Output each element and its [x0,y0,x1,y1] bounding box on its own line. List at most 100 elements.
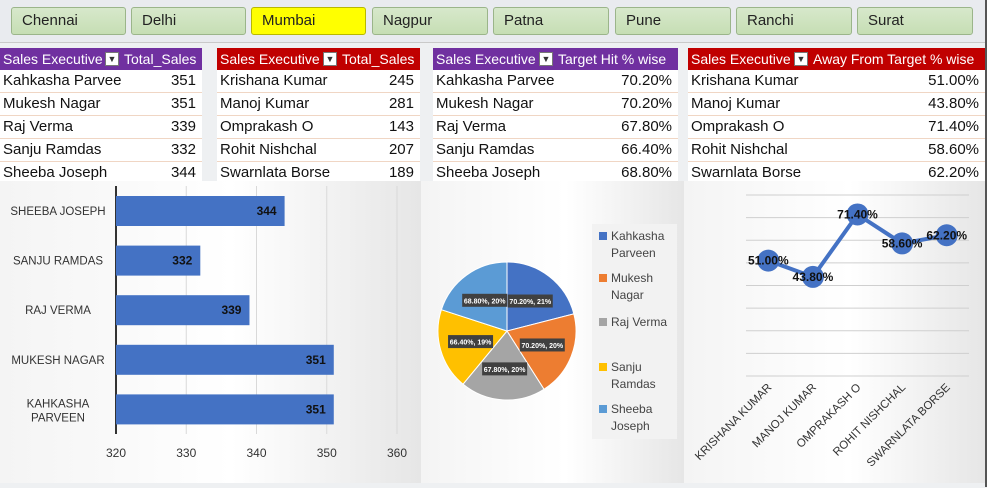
pie-chart-panel: 70.20%, 21% 70.20%, 20% 67.80%, 20% 66.40%,… [421,181,685,483]
table-header: Sales Executive ▼ Away From Target % wise [688,48,985,70]
pie-label-box [519,338,565,352]
cell-value: 70.20% [621,72,672,89]
filter-dropdown-icon[interactable]: ▼ [323,52,337,66]
slicer-button-patna[interactable]: Patna [493,7,609,35]
table-header: Sales Executive ▼ Target Hit % wise [433,48,678,70]
table-row: Rohit Nishchal 207 [217,139,420,162]
bar [116,196,285,226]
pie-chart: 70.20%, 21% 70.20%, 20% 67.80%, 20% 66.40%,… [437,224,677,439]
table-row: Kahkasha Parvee 351 [0,70,202,93]
pie-data-label: 70.20%, 20% [521,343,563,350]
legend-label: Sheeba Joseph [611,402,653,433]
pie-data-label: 67.80%, 20% [484,367,526,374]
cell-name: Krishana Kumar [691,72,799,89]
pie-label-box [482,362,528,376]
cell-name: Krishana Kumar [220,72,328,89]
cell-name: Omprakash O [691,118,785,135]
bar-chart: 320 330 340 350 360 344 SHEEBA JOSEPH 332 SANJU … [10,186,407,460]
cell-name: Manoj Kumar [691,95,781,112]
cell-value: 43.80% [928,95,979,112]
line-data-label: 43.80% [793,270,834,284]
filter-dropdown-icon[interactable]: ▼ [794,52,808,66]
bar [116,394,334,425]
cell-name: Sheeba Joseph [436,164,541,181]
cell-name: Rohit Nishchal [220,141,317,158]
table-row: Manoj Kumar 281 [217,93,420,116]
pie-legend [592,224,677,439]
slicer-button-surat[interactable]: Surat [857,7,973,35]
cell-value: 351 [170,72,196,89]
y-category-label: KAHKASHA PARVEEN [27,398,90,424]
pie-data-label: 68.80%, 20% [464,298,506,305]
legend-label: Mukesh Nagar [611,271,653,302]
cell-value: 62.20% [928,164,979,181]
x-tick-label: 340 [246,446,266,460]
table-row: Sheeba Joseph 344 [0,162,202,185]
slicer-button-ranchi[interactable]: Ranchi [736,7,852,35]
line-data-label: 58.60% [882,236,923,250]
cell-name: Mukesh Nagar [3,95,101,112]
bar [116,344,334,375]
cell-value: 71.40% [928,118,979,135]
slicer-button-pune[interactable]: Pune [615,7,731,35]
line-marker [891,232,914,255]
cell-value: 207 [388,141,414,158]
table-1: Sales Executive ▼ Total_Sales Kahkasha Parv… [0,48,202,185]
table-row: Omprakash O 71.40% [688,116,985,139]
cell-value: 332 [170,141,196,158]
cell-name: Rohit Nishchal [691,141,788,158]
cell-name: Manoj Kumar [220,95,310,112]
x-tick-label: 320 [106,446,126,460]
x-tick-label: 350 [317,446,337,460]
cell-name: Swarnlata Borse [691,164,802,181]
legend-label: Sanju Ramdas [611,360,656,391]
table-row: Sanju Ramdas 66.40% [433,139,678,162]
cell-name: Swarnlata Borse [220,164,331,181]
slicer-button-nagpur[interactable]: Nagpur [372,7,488,35]
x-tick-label: 330 [176,446,196,460]
table-row: Sanju Ramdas 332 [0,139,202,162]
cell-value: 143 [388,118,414,135]
line-marker [757,249,780,272]
slicer-button-chennai[interactable]: Chennai [11,7,126,35]
bar [116,295,250,326]
header-metric: Total_Sales [342,51,415,67]
table-row: Krishana Kumar 245 [217,70,420,93]
pie-data-label: 66.40%, 19% [450,340,492,347]
bar [116,245,201,276]
table-2: Sales Executive ▼ Total_Sales Krishana Kuma… [217,48,420,185]
line-marker [846,203,869,226]
bar-value-label: 339 [221,303,241,317]
cell-name: Omprakash O [220,118,314,135]
cell-value: 281 [388,95,414,112]
slicer-button-delhi[interactable]: Delhi [131,7,246,35]
cell-name: Raj Verma [3,118,74,135]
bar-value-label: 344 [257,204,277,218]
cell-value: 67.80% [621,118,672,135]
line-data-label: 62.20% [926,228,967,242]
x-category-label: KRISHANA KUMAR [693,382,774,463]
table-row: Krishana Kumar 51.00% [688,70,985,93]
cell-value: 51.00% [928,72,979,89]
filter-dropdown-icon[interactable]: ▼ [105,52,119,66]
x-category-label: SWARNLATA BORSE [865,381,953,469]
pie-slice [506,313,577,390]
pie-label-box [507,294,553,308]
slicer-button-mumbai[interactable]: Mumbai [251,7,366,35]
header-sales-executive: Sales Executive [220,51,320,67]
bar-value-label: 332 [172,254,192,268]
bar-chart-panel: 320 330 340 350 360 344 SHEEBA JOSEPH 332 SANJU … [0,181,422,483]
cell-name: Sanju Ramdas [3,141,102,158]
cell-value: 68.80% [621,164,672,181]
cell-value: 339 [170,118,196,135]
cell-value: 58.60% [928,141,979,158]
legend-swatch [599,318,607,326]
table-row: Raj Verma 339 [0,116,202,139]
window-edge [985,0,987,487]
filter-dropdown-icon[interactable]: ▼ [539,52,553,66]
table-row: Rohit Nishchal 58.60% [688,139,985,162]
pie-label-box [462,293,508,307]
cell-name: Raj Verma [436,118,507,135]
y-category-label: SANJU RAMDAS [13,256,103,268]
